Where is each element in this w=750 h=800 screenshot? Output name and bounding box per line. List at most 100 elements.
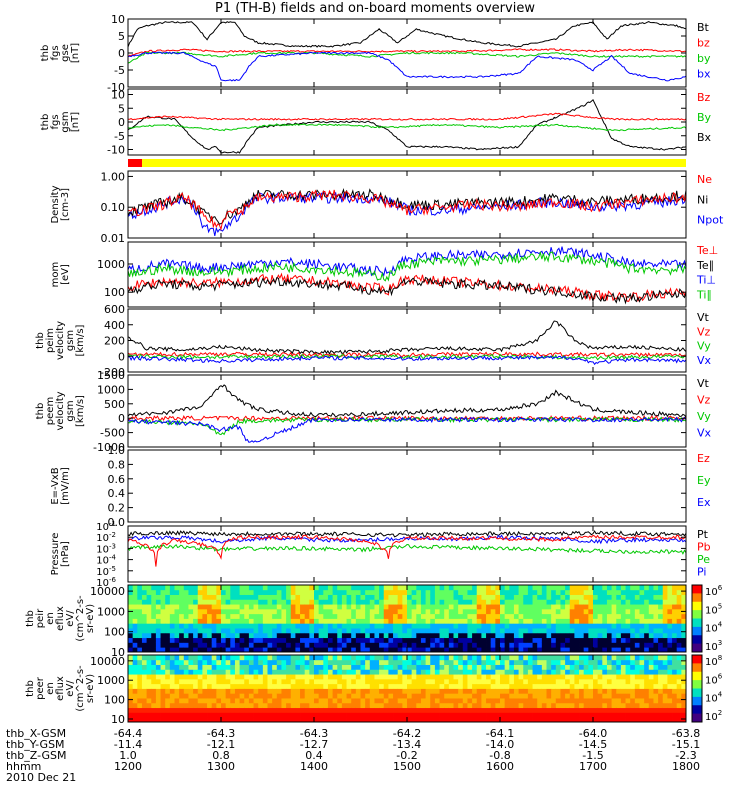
y-axis-label: Pressure <box>50 533 61 576</box>
ephemeris-value: 1400 <box>300 760 328 773</box>
plot-frame <box>127 88 687 156</box>
legend-Vz: Vz <box>697 394 711 407</box>
y-axis-label: fgs <box>50 114 61 129</box>
series-bx <box>127 51 687 82</box>
colorbar-segment <box>692 585 702 594</box>
y-tick-label: 0.10 <box>101 201 126 214</box>
y-axis-label: [mV/m] <box>60 467 71 505</box>
ephemeris-row-label: thb_Z-GSM <box>6 749 66 762</box>
ephemeris-value: 0.4 <box>305 749 323 762</box>
ephemeris-value: -15.1 <box>672 738 700 751</box>
y-tick-label: 0.8 <box>108 458 126 471</box>
panel-fgs_gse: -10 -5 0 5 10 thb fgs gse [nT] Bt bz by bx <box>40 13 711 94</box>
ephemeris-value: -63.8 <box>672 727 700 740</box>
ephemeris-value: -0.8 <box>489 749 510 762</box>
y-tick-label: 600 <box>104 303 125 316</box>
ephemeris-value: 1500 <box>393 760 421 773</box>
y-axis-label: sr-eV) <box>85 674 96 703</box>
colorbar-segment <box>692 671 702 681</box>
colorbar-segment <box>692 713 702 723</box>
series-Ni <box>127 187 687 225</box>
legend-Vy: Vy <box>697 340 711 353</box>
y-axis-label: eflux <box>55 676 66 701</box>
colorbar-tick-label: 106 <box>705 584 723 598</box>
ephemeris-value: -64.2 <box>393 727 421 740</box>
ephemeris-value: -13.4 <box>393 738 421 751</box>
ephemeris-value: -11.4 <box>114 738 142 751</box>
colorbar-tick-label: 102 <box>705 709 722 723</box>
y-axis-label: gse <box>60 44 71 62</box>
legend-By: By <box>697 111 712 124</box>
y-axis-label: [km/s] <box>75 395 86 427</box>
plot-frame <box>127 525 687 583</box>
series-Vy <box>127 353 687 361</box>
y-axis-label: Density <box>50 185 61 223</box>
series-Bt <box>127 21 687 48</box>
y-axis-label: (cm^2-s- <box>75 595 86 642</box>
ephemeris-value: -14.5 <box>579 738 607 751</box>
legend-Bx: Bx <box>697 131 712 144</box>
colorbar-segment <box>692 593 702 603</box>
y-axis-label: [nPa] <box>60 541 71 567</box>
y-axis-label: thb <box>25 610 36 627</box>
ephemeris-value: -64.3 <box>207 727 235 740</box>
y-axis-label: peir <box>35 608 46 628</box>
y-tick-label: 100 <box>104 626 125 639</box>
series-bz <box>127 48 687 58</box>
y-tick-label: 0.2 <box>108 502 126 515</box>
y-tick-label: 500 <box>104 398 125 411</box>
y-tick-label: 1000 <box>97 383 125 396</box>
y-tick-label: 1500 <box>97 369 125 382</box>
y-axis-label: sr-eV) <box>85 604 96 633</box>
y-tick-label: 200 <box>104 335 125 348</box>
legend-Ti∥: Ti∥ <box>696 288 712 301</box>
y-axis-label: [km/s] <box>75 324 86 356</box>
legend-Ez: Ez <box>697 452 710 465</box>
y-tick-label: -5 <box>114 130 125 143</box>
legend-Vx: Vx <box>697 427 712 440</box>
colorbar-segment <box>692 635 702 645</box>
y-axis-label: fgs <box>50 45 61 60</box>
y-axis-label: peem <box>45 397 56 425</box>
y-axis-label: peer <box>35 676 46 700</box>
ephemeris-value: -2.3 <box>675 749 696 762</box>
legend-Bz: Bz <box>697 91 711 104</box>
y-tick-label: -5 <box>114 64 125 77</box>
y-tick-label: -10 <box>107 81 125 94</box>
legend-Vx: Vx <box>697 354 712 367</box>
y-axis-label: eV/ <box>65 610 76 627</box>
y-tick-label: 10 <box>111 13 125 26</box>
legend-Ne: Ne <box>697 173 712 186</box>
y-tick-label: -200 <box>100 366 125 379</box>
y-tick-label: 1000 <box>97 674 125 687</box>
y-axis-label: thb <box>40 114 51 131</box>
ephemeris-row-label: thb_X-GSM <box>6 727 66 740</box>
series-Vt <box>127 320 687 355</box>
series-by <box>127 51 687 64</box>
ephemeris-value: 1700 <box>579 760 607 773</box>
y-tick-label: -500 <box>100 427 125 440</box>
ephemeris-value: 1200 <box>114 760 142 773</box>
ephemeris-value: -64.0 <box>579 727 607 740</box>
series-Pb <box>127 534 687 567</box>
y-axis-label: thb <box>35 332 46 349</box>
legend-Vt: Vt <box>697 377 710 390</box>
quality-flag-bar <box>128 159 686 167</box>
y-tick-label: 0 <box>118 116 125 129</box>
colorbar-segment <box>692 601 702 611</box>
legend-bz: bz <box>697 37 710 50</box>
plot-frame <box>127 449 687 523</box>
colorbar-peir_eflux <box>691 584 703 653</box>
y-tick-label: 0 <box>118 412 125 425</box>
ephemeris-value: -12.7 <box>300 738 328 751</box>
series-Vx <box>127 354 687 366</box>
series-Te∥ <box>127 276 687 305</box>
y-axis-label: eflux <box>55 606 66 631</box>
legend-Bt: Bt <box>697 21 710 34</box>
legend-Pe: Pe <box>697 553 710 566</box>
quality-flag-start <box>128 159 142 167</box>
legend-Ey: Ey <box>697 474 711 487</box>
y-tick-label: 100 <box>104 694 125 707</box>
